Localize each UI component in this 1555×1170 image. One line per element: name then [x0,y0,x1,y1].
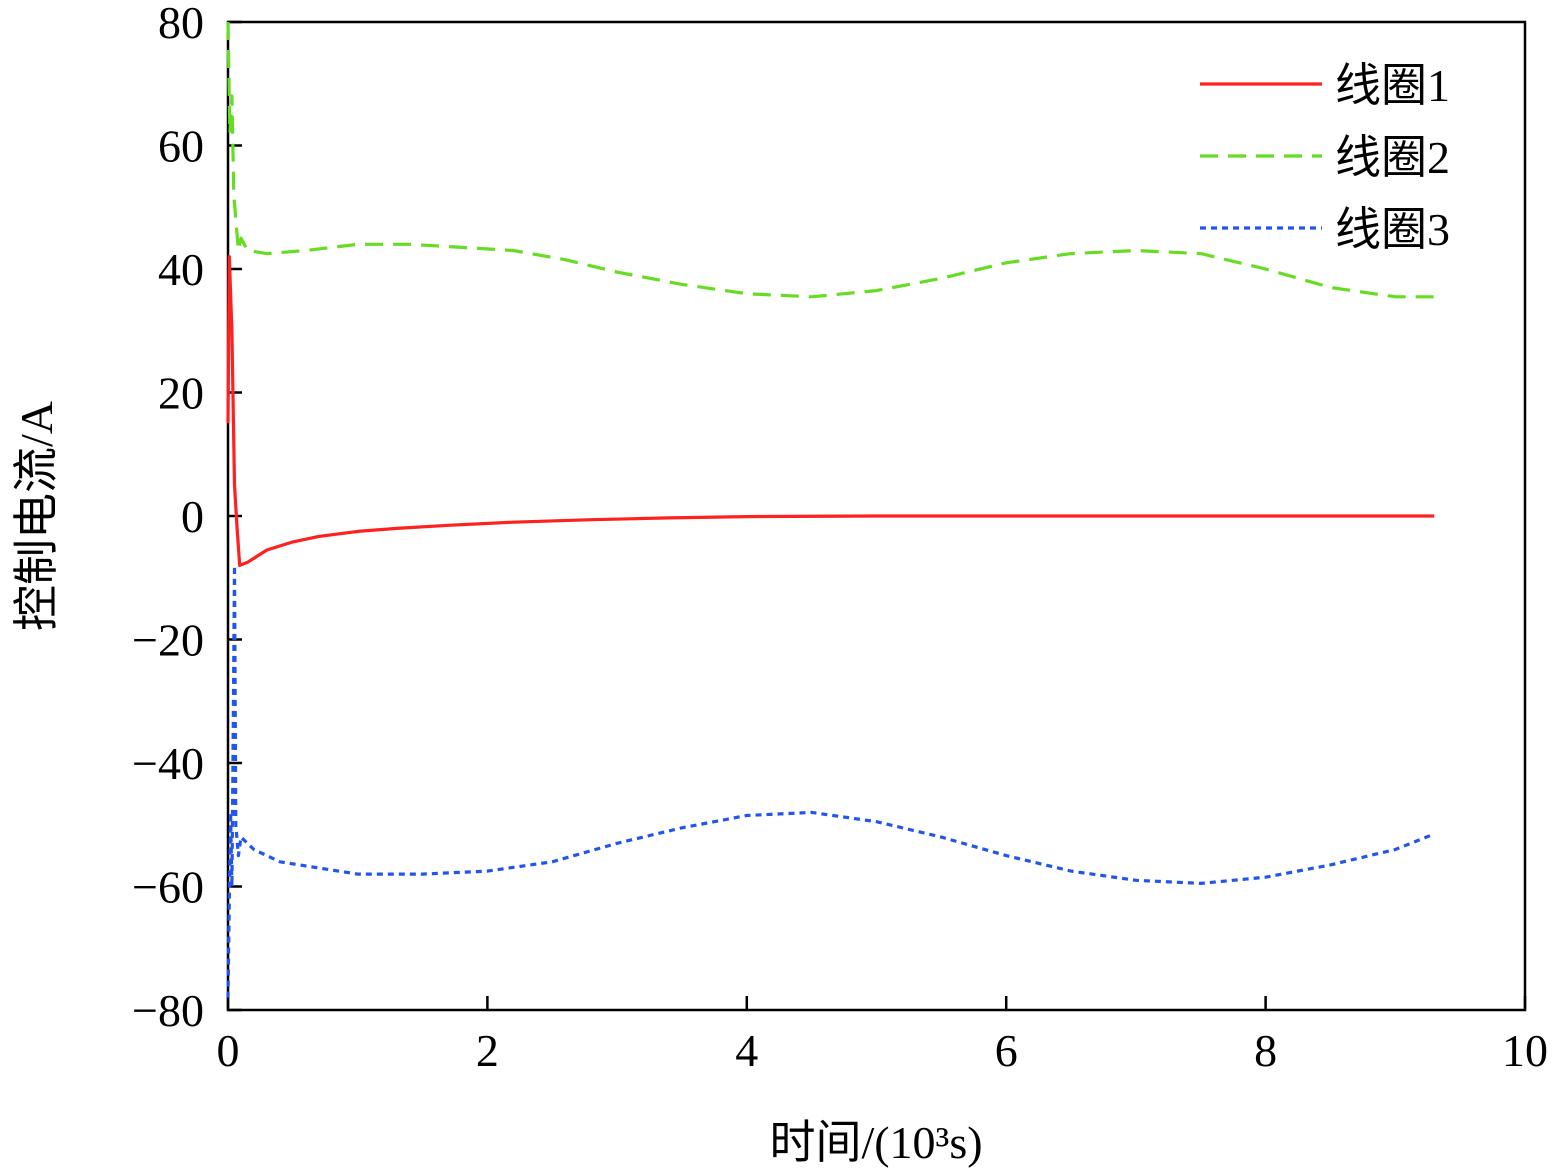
x-tick-label: 4 [735,1025,758,1076]
y-tick-label: −40 [132,738,204,789]
y-tick-label: −80 [132,985,204,1036]
y-tick-label: 80 [158,0,204,48]
y-tick-label: −20 [132,615,204,666]
x-tick-label: 8 [1254,1025,1277,1076]
legend: 线圈1 线圈2 线圈3 [1200,60,1450,255]
series-line-3 [226,563,1435,998]
y-axis-title: 控制电流/A [11,401,62,631]
x-tick-label: 0 [217,1025,240,1076]
y-tick-label: 40 [158,244,204,295]
y-tick-label: 0 [181,491,204,542]
legend-label-2: 线圈2 [1335,132,1450,183]
axis-ticks: 0 2 4 6 8 10 80 60 40 20 0 −20 −40 −60 −80 [132,0,1548,1076]
series-layer [226,21,1435,998]
y-tick-label: 60 [158,121,204,172]
series-line-1 [226,255,1435,567]
legend-label-1: 线圈1 [1335,60,1450,111]
y-tick-label: −60 [132,862,204,913]
series-line-2 [226,21,1435,299]
legend-label-3: 线圈3 [1335,204,1450,255]
x-tick-label: 2 [476,1025,499,1076]
x-tick-label: 10 [1502,1025,1548,1076]
y-tick-label: 20 [158,368,204,419]
x-axis-title: 时间/(10³s) [769,1117,982,1168]
x-tick-label: 6 [995,1025,1018,1076]
